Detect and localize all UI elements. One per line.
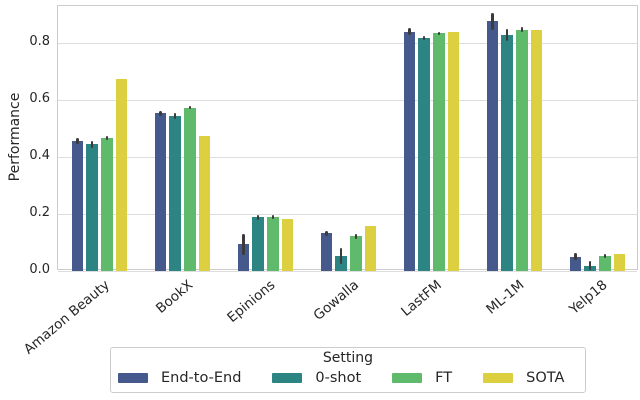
error-bar [90, 140, 94, 148]
gridline [58, 99, 637, 101]
x-tick-label: Gowalla [310, 277, 362, 324]
x-tick-label: Amazon Beauty [20, 277, 113, 358]
error-bar [325, 230, 328, 236]
bar [267, 216, 279, 271]
bar [364, 225, 377, 271]
x-tick-label: LastFM [398, 277, 445, 320]
error-bar [271, 214, 275, 219]
legend-label: FT [435, 370, 453, 386]
bar [516, 29, 528, 271]
bar [486, 21, 499, 271]
bar [237, 244, 250, 271]
bar [154, 113, 167, 271]
bar [433, 33, 445, 271]
legend-item: End-to-End [118, 370, 241, 386]
legend-swatch [272, 373, 303, 383]
bar [418, 37, 430, 271]
legend-label: 0-shot [315, 370, 362, 386]
bar [530, 30, 543, 271]
error-bar [437, 31, 441, 35]
error-bar [76, 138, 79, 145]
bar [599, 255, 611, 271]
bar [198, 135, 211, 271]
bar [569, 256, 582, 271]
legend-label: End-to-End [161, 370, 242, 386]
error-bar [408, 27, 411, 36]
error-bar [603, 253, 607, 259]
error-bar [354, 233, 358, 239]
error-bar [422, 35, 426, 41]
error-bar [159, 111, 162, 116]
error-bar [491, 12, 494, 30]
bar [184, 107, 196, 271]
y-tick-label: 0.2 [29, 205, 50, 220]
gridline [58, 213, 637, 215]
x-tick-label: BookX [152, 277, 196, 317]
bar [501, 35, 513, 271]
bar [252, 217, 264, 271]
legend-item: 0-shot [272, 370, 361, 386]
gridline [58, 42, 637, 44]
y-tick-label: 0.8 [29, 34, 50, 49]
legend-swatch [392, 373, 423, 383]
y-tick-label: 0.4 [29, 148, 50, 163]
legend-swatch [118, 373, 148, 383]
error-bar [520, 26, 524, 33]
gridline [58, 270, 637, 272]
bar [613, 253, 626, 271]
x-tick-label: Epinions [224, 277, 279, 326]
bar [86, 144, 98, 271]
bar [447, 32, 460, 271]
y-tick-label: 0.6 [29, 91, 50, 106]
x-tick-label: ML-1M [483, 277, 528, 318]
error-bar [105, 135, 109, 140]
legend-items: End-to-End 0-shot FT SOTA [111, 370, 585, 386]
plot-area [57, 5, 638, 272]
error-bar [588, 261, 592, 271]
error-bar [574, 253, 577, 261]
error-bar [339, 247, 343, 264]
error-bar [173, 112, 177, 119]
gridline [58, 156, 637, 158]
bar [115, 78, 128, 271]
legend-label: SOTA [526, 370, 565, 386]
bar [169, 115, 181, 271]
error-bar [188, 106, 192, 110]
legend-item: FT [392, 370, 452, 386]
error-bar [505, 29, 509, 41]
bar [403, 31, 416, 271]
bar [71, 141, 84, 271]
x-tick-label: Yelp18 [566, 277, 611, 318]
legend-swatch [483, 373, 514, 383]
bar [281, 219, 294, 271]
legend-title: Setting [322, 350, 374, 366]
legend: Setting End-to-End 0-shot FT SOTA [110, 347, 586, 393]
legend-item: SOTA [483, 370, 564, 386]
bar [320, 233, 333, 271]
y-tick-label: 0.0 [29, 262, 50, 277]
error-bar [256, 214, 260, 220]
bar [350, 236, 362, 271]
bar [101, 137, 113, 271]
error-bar [242, 233, 245, 255]
